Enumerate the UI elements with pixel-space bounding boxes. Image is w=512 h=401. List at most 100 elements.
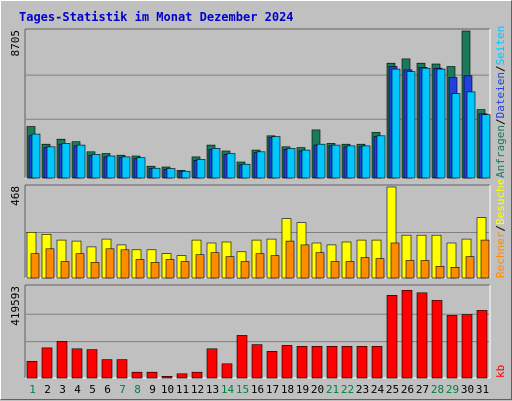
bar-kb-1 xyxy=(26,360,38,379)
x-tick-label-6: 6 xyxy=(104,383,111,396)
x-tick-label-7: 7 xyxy=(119,383,126,396)
bar-kb-19 xyxy=(296,345,308,379)
bar-kb-2 xyxy=(41,347,53,379)
bar-rechner-25 xyxy=(390,242,400,279)
x-tick-label-26: 26 xyxy=(401,383,414,396)
bar-seiten-5 xyxy=(91,154,101,179)
x-tick-label-25: 25 xyxy=(386,383,399,396)
bar-rechner-22 xyxy=(345,261,355,279)
bar-kb-18 xyxy=(281,345,293,379)
bar-rechner-29 xyxy=(450,266,460,279)
bar-seiten-27 xyxy=(421,67,431,179)
legend-entry: / xyxy=(494,65,507,72)
bar-kb-14 xyxy=(221,363,233,379)
bar-kb-9 xyxy=(146,371,158,379)
x-tick-label-18: 18 xyxy=(281,383,294,396)
bar-seiten-8 xyxy=(136,157,146,179)
legend-entry: Dateien xyxy=(494,72,507,118)
x-tick-label-30: 30 xyxy=(461,383,474,396)
legend-entry: kb xyxy=(494,365,507,378)
bar-kb-29 xyxy=(446,315,458,379)
bar-kb-31 xyxy=(476,310,488,379)
bar-seiten-15 xyxy=(241,163,251,179)
bar-rechner-16 xyxy=(255,253,265,279)
y-axis-max-label: 8705 xyxy=(9,30,22,57)
bar-rechner-4 xyxy=(75,253,85,279)
bar-seiten-17 xyxy=(271,136,281,179)
bar-rechner-10 xyxy=(165,259,175,279)
x-tick-label-17: 17 xyxy=(266,383,279,396)
bar-rechner-7 xyxy=(120,249,130,279)
x-tick-label-1: 1 xyxy=(29,383,36,396)
bar-rechner-14 xyxy=(225,256,235,279)
bar-rechner-6 xyxy=(105,248,115,279)
panel-visits: 468 Rechner/Besuche xyxy=(9,179,507,279)
x-tick-label-31: 31 xyxy=(476,383,489,396)
bar-seiten-16 xyxy=(256,151,266,179)
bar-kb-3 xyxy=(56,340,68,379)
panel-kb: 419593 kb xyxy=(9,284,507,379)
legend-kb: kb xyxy=(494,365,507,378)
y-axis-max-label: 419593 xyxy=(9,286,22,326)
bar-rechner-26 xyxy=(405,260,415,279)
x-tick-label-3: 3 xyxy=(59,383,66,396)
bar-kb-27 xyxy=(416,292,428,379)
bar-kb-26 xyxy=(401,289,413,379)
bar-rechner-12 xyxy=(195,254,205,279)
x-tick-label-2: 2 xyxy=(44,383,51,396)
x-tick-label-8: 8 xyxy=(134,383,141,396)
bar-rechner-13 xyxy=(210,252,220,279)
bar-rechner-11 xyxy=(180,261,190,279)
bar-kb-30 xyxy=(461,314,473,379)
x-tick-label-23: 23 xyxy=(356,383,369,396)
legend-entry: Anfragen xyxy=(494,125,507,178)
bar-seiten-12 xyxy=(196,159,206,179)
bar-kb-11 xyxy=(176,373,188,379)
x-tick-label-11: 11 xyxy=(176,383,189,396)
bar-seiten-6 xyxy=(106,155,116,179)
bar-seiten-26 xyxy=(406,71,416,179)
bar-seiten-23 xyxy=(361,145,371,179)
bar-rechner-2 xyxy=(45,248,55,279)
bar-rechner-20 xyxy=(315,252,325,279)
bar-rechner-18 xyxy=(285,240,295,279)
bar-rechner-1 xyxy=(30,253,40,279)
bar-kb-22 xyxy=(341,345,353,379)
x-tick-label-9: 9 xyxy=(149,383,156,396)
x-tick-label-4: 4 xyxy=(74,383,81,396)
x-tick-label-29: 29 xyxy=(446,383,459,396)
x-tick-label-13: 13 xyxy=(206,383,219,396)
bar-rechner-21 xyxy=(330,261,340,279)
bar-rechner-9 xyxy=(150,262,160,279)
bar-rechner-31 xyxy=(480,239,490,279)
bar-kb-6 xyxy=(101,359,113,379)
bar-seiten-11 xyxy=(181,170,191,179)
legend-entry: / xyxy=(494,225,507,232)
x-tick-label-15: 15 xyxy=(236,383,249,396)
x-tick-label-5: 5 xyxy=(89,383,96,396)
bar-rechner-3 xyxy=(60,261,70,279)
bar-kb-17 xyxy=(266,350,278,379)
x-tick-label-16: 16 xyxy=(251,383,264,396)
bar-rechner-28 xyxy=(435,265,445,279)
x-tick-label-12: 12 xyxy=(191,383,204,396)
bar-seiten-29 xyxy=(451,93,461,179)
bar-seiten-30 xyxy=(466,91,476,179)
legend-visits: Rechner/Besuche xyxy=(494,179,507,278)
bar-kb-12 xyxy=(191,371,203,379)
bar-rechner-5 xyxy=(90,262,100,279)
bar-kb-15 xyxy=(236,335,248,379)
x-tick-label-19: 19 xyxy=(296,383,309,396)
y-axis-max-label: 468 xyxy=(9,186,22,206)
bar-seiten-20 xyxy=(316,143,326,179)
bar-rechner-8 xyxy=(135,259,145,279)
bar-rechner-15 xyxy=(240,261,250,279)
legend-hits: Anfragen/Dateien/Seiten xyxy=(494,26,507,178)
bar-kb-28 xyxy=(431,300,443,379)
bar-rechner-19 xyxy=(300,244,310,279)
x-tick-label-28: 28 xyxy=(431,383,444,396)
bar-rechner-17 xyxy=(270,255,280,279)
bar-kb-16 xyxy=(251,344,263,379)
